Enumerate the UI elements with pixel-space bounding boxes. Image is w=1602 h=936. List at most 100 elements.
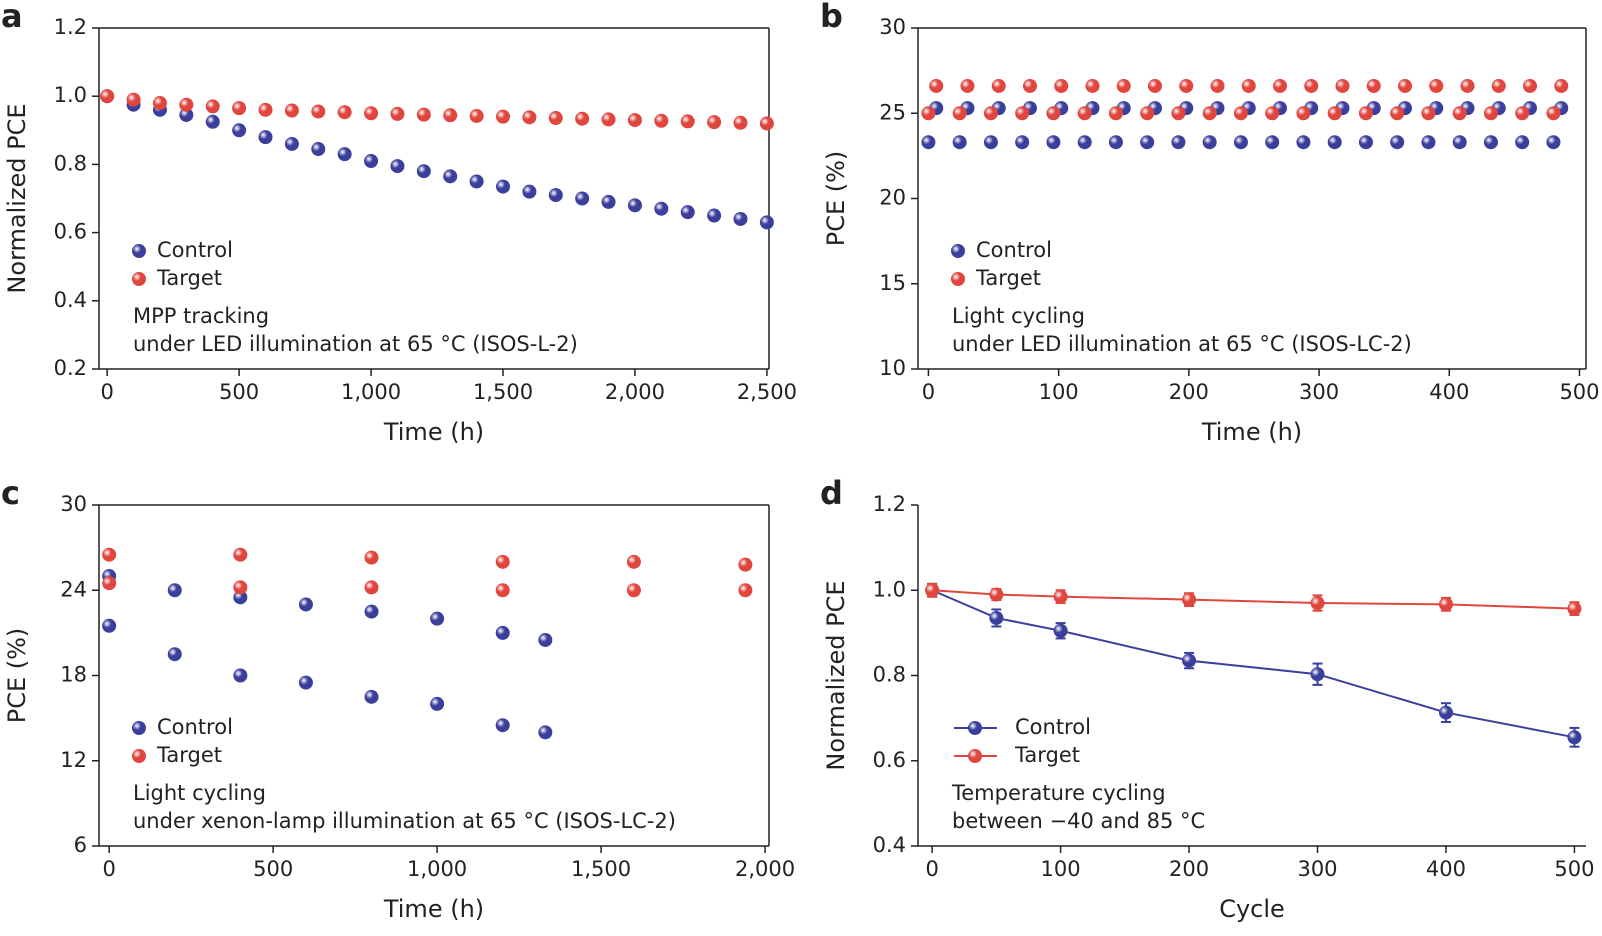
data-point: [925, 583, 940, 598]
x-tick-label: 2,500: [737, 380, 797, 404]
data-point: [1327, 106, 1342, 121]
data-point: [233, 580, 248, 595]
series-line: [932, 589, 1575, 610]
data-point: [680, 114, 695, 129]
x-tick-label: 500: [1559, 380, 1599, 404]
data-point: [1210, 78, 1225, 93]
data-point: [1358, 106, 1373, 121]
data-point: [1483, 106, 1498, 121]
annotation: MPP tracking: [133, 304, 269, 328]
data-point: [205, 114, 220, 129]
data-point: [921, 135, 936, 150]
data-point: [443, 108, 458, 123]
y-tick-label: 30: [879, 15, 906, 39]
data-point: [126, 92, 141, 107]
data-point: [1085, 78, 1100, 93]
x-tick-label: 400: [1426, 857, 1466, 881]
data-point: [538, 725, 553, 740]
y-axis-label: Normalized PCE: [3, 103, 31, 293]
y-tick-label: 0.6: [873, 748, 906, 772]
data-point: [1567, 601, 1582, 616]
x-axis-label: Time (h): [383, 418, 484, 446]
data-point: [575, 111, 590, 126]
x-tick-label: 1,500: [571, 857, 631, 881]
y-tick-label: 0.4: [873, 833, 906, 857]
data-point: [232, 101, 247, 116]
data-point: [167, 647, 182, 662]
legend-label: Target: [1014, 743, 1080, 767]
data-point: [1515, 135, 1530, 150]
data-point: [1421, 135, 1436, 150]
data-point: [1233, 135, 1248, 150]
legend-marker: [968, 749, 982, 763]
data-point: [929, 78, 944, 93]
y-tick-label: 1.2: [873, 492, 906, 516]
x-tick-label: 400: [1429, 380, 1469, 404]
y-tick-label: 1.2: [54, 15, 87, 39]
annotation: under xenon-lamp illumination at 65 °C (…: [133, 809, 676, 833]
data-point: [1233, 106, 1248, 121]
data-point: [1015, 135, 1030, 150]
data-point: [1554, 78, 1569, 93]
legend-marker: [968, 721, 982, 735]
data-point: [1390, 106, 1405, 121]
x-tick-label: 200: [1169, 380, 1209, 404]
panel-letter: b: [820, 0, 843, 35]
data-point: [1046, 106, 1061, 121]
data-point: [390, 106, 405, 121]
x-axis-label: Time (h): [1201, 418, 1302, 446]
data-point: [1390, 135, 1405, 150]
annotation: Light cycling: [133, 781, 266, 805]
data-point: [952, 135, 967, 150]
data-point: [921, 106, 936, 121]
data-point: [1046, 135, 1061, 150]
data-point: [364, 550, 379, 565]
annotation: between −40 and 85 °C: [952, 809, 1205, 833]
data-point: [1296, 106, 1311, 121]
data-point: [364, 106, 379, 121]
legend-label: Control: [976, 238, 1052, 262]
legend-marker: [951, 272, 965, 286]
data-point: [575, 191, 590, 206]
legend-marker: [132, 272, 146, 286]
data-point: [1438, 597, 1453, 612]
x-tick-label: 1,500: [473, 380, 533, 404]
data-point: [1265, 106, 1280, 121]
data-point: [1452, 135, 1467, 150]
data-point: [1077, 135, 1092, 150]
y-axis-label: PCE (%): [822, 151, 850, 247]
x-tick-label: 2,000: [735, 857, 795, 881]
data-point: [707, 208, 722, 223]
data-point: [102, 618, 117, 633]
data-point: [538, 632, 553, 647]
data-point: [991, 78, 1006, 93]
data-point: [738, 583, 753, 598]
y-tick-label: 15: [879, 271, 906, 295]
x-tick-label: 500: [219, 380, 259, 404]
data-point: [416, 107, 431, 122]
y-tick-label: 0.8: [873, 663, 906, 687]
data-point: [443, 169, 458, 184]
data-point: [495, 625, 510, 640]
data-point: [390, 159, 405, 174]
x-tick-label: 100: [1041, 857, 1081, 881]
x-tick-label: 300: [1297, 857, 1337, 881]
data-point: [179, 107, 194, 122]
y-tick-label: 0.2: [54, 356, 87, 380]
data-point: [1241, 78, 1256, 93]
data-point: [759, 215, 774, 230]
y-tick-label: 18: [60, 663, 87, 687]
data-point: [983, 135, 998, 150]
data-point: [1265, 135, 1280, 150]
annotation: under LED illumination at 65 °C (ISOS-L-…: [133, 332, 578, 356]
x-tick-label: 500: [253, 857, 293, 881]
data-point: [495, 554, 510, 569]
data-point: [496, 179, 511, 194]
data-point: [989, 587, 1004, 602]
x-tick-label: 1,000: [341, 380, 401, 404]
data-point: [1116, 78, 1131, 93]
data-point: [1515, 106, 1530, 121]
data-point: [1438, 705, 1453, 720]
data-point: [1310, 667, 1325, 682]
y-tick-label: 6: [74, 833, 87, 857]
